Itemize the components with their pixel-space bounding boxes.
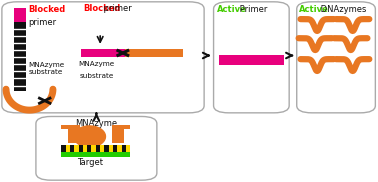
Text: Target: Target	[77, 158, 102, 167]
FancyBboxPatch shape	[74, 145, 79, 152]
FancyBboxPatch shape	[104, 145, 109, 152]
Text: substrate: substrate	[79, 73, 113, 79]
FancyBboxPatch shape	[214, 2, 289, 113]
FancyBboxPatch shape	[68, 129, 80, 143]
FancyBboxPatch shape	[65, 145, 70, 152]
Text: Blocked: Blocked	[28, 5, 66, 13]
FancyBboxPatch shape	[109, 145, 113, 152]
Text: Primer: Primer	[237, 5, 268, 13]
Text: MNAzyme: MNAzyme	[75, 119, 118, 128]
FancyBboxPatch shape	[14, 8, 26, 22]
FancyBboxPatch shape	[14, 22, 26, 91]
Text: MNAzyme
substrate: MNAzyme substrate	[28, 62, 65, 75]
Polygon shape	[74, 126, 105, 147]
Text: DNAzymes: DNAzymes	[318, 5, 366, 13]
FancyBboxPatch shape	[112, 129, 124, 143]
Text: Active: Active	[217, 5, 246, 13]
Text: Active: Active	[299, 5, 328, 13]
FancyBboxPatch shape	[83, 145, 87, 152]
FancyBboxPatch shape	[70, 145, 74, 152]
FancyBboxPatch shape	[112, 125, 130, 129]
FancyBboxPatch shape	[36, 116, 157, 180]
FancyBboxPatch shape	[87, 145, 91, 152]
FancyBboxPatch shape	[219, 55, 284, 65]
FancyBboxPatch shape	[61, 125, 80, 129]
Text: Blocked: Blocked	[83, 4, 121, 13]
Text: primer: primer	[28, 18, 56, 27]
FancyBboxPatch shape	[91, 145, 96, 152]
FancyBboxPatch shape	[61, 152, 130, 157]
FancyBboxPatch shape	[2, 2, 204, 113]
FancyBboxPatch shape	[118, 145, 122, 152]
Text: MNAzyme: MNAzyme	[78, 61, 115, 67]
FancyBboxPatch shape	[61, 145, 65, 152]
FancyBboxPatch shape	[297, 2, 375, 113]
FancyBboxPatch shape	[81, 49, 125, 57]
FancyBboxPatch shape	[81, 49, 183, 57]
FancyBboxPatch shape	[100, 145, 104, 152]
FancyBboxPatch shape	[96, 145, 100, 152]
FancyBboxPatch shape	[122, 145, 126, 152]
FancyBboxPatch shape	[126, 145, 130, 152]
FancyBboxPatch shape	[113, 145, 118, 152]
FancyBboxPatch shape	[79, 145, 83, 152]
Text: primer: primer	[101, 4, 132, 13]
